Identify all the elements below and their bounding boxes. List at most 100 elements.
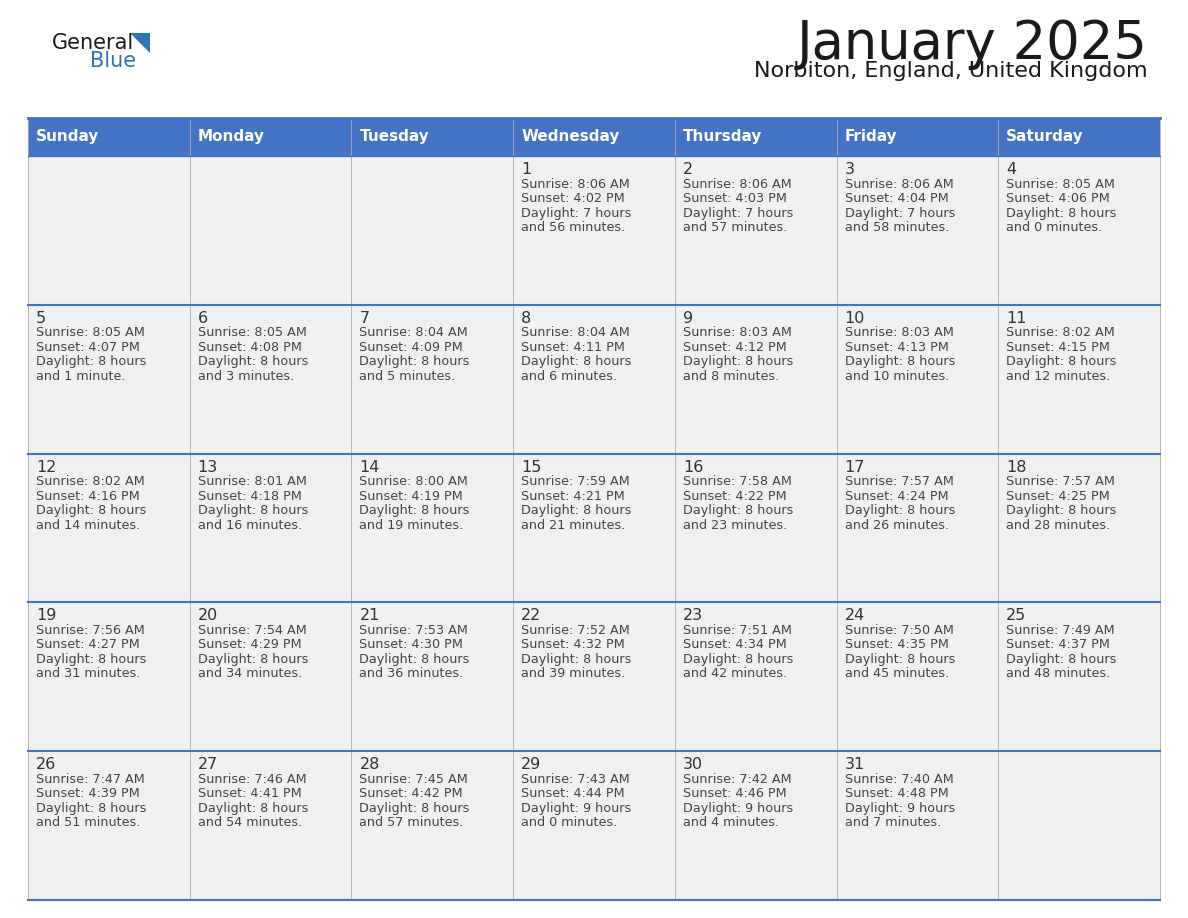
Text: 29: 29 <box>522 757 542 772</box>
Text: Sunset: 4:08 PM: Sunset: 4:08 PM <box>197 341 302 353</box>
Text: Sunrise: 8:06 AM: Sunrise: 8:06 AM <box>522 177 630 191</box>
Text: Daylight: 8 hours: Daylight: 8 hours <box>522 653 632 666</box>
Text: Daylight: 8 hours: Daylight: 8 hours <box>360 801 469 814</box>
Text: Sunset: 4:12 PM: Sunset: 4:12 PM <box>683 341 786 353</box>
Text: January 2025: January 2025 <box>797 18 1148 70</box>
Text: and 23 minutes.: and 23 minutes. <box>683 519 788 532</box>
Bar <box>29 118 1159 156</box>
Text: and 39 minutes.: and 39 minutes. <box>522 667 625 680</box>
Text: Daylight: 8 hours: Daylight: 8 hours <box>197 355 308 368</box>
Text: Sunset: 4:24 PM: Sunset: 4:24 PM <box>845 489 948 502</box>
Text: Sunrise: 7:49 AM: Sunrise: 7:49 AM <box>1006 624 1114 637</box>
Bar <box>836 751 998 900</box>
Text: Blue: Blue <box>90 51 137 71</box>
Polygon shape <box>129 33 150 53</box>
Text: and 1 minute.: and 1 minute. <box>36 370 126 383</box>
Text: Daylight: 8 hours: Daylight: 8 hours <box>1006 207 1117 219</box>
Bar <box>513 156 675 305</box>
Text: Daylight: 8 hours: Daylight: 8 hours <box>522 504 632 517</box>
Text: Sunrise: 7:47 AM: Sunrise: 7:47 AM <box>36 773 145 786</box>
Text: 9: 9 <box>683 311 693 326</box>
Text: Daylight: 8 hours: Daylight: 8 hours <box>36 355 146 368</box>
Text: Sunset: 4:07 PM: Sunset: 4:07 PM <box>36 341 140 353</box>
Text: Sunrise: 8:01 AM: Sunrise: 8:01 AM <box>197 476 307 488</box>
Text: Sunrise: 8:03 AM: Sunrise: 8:03 AM <box>683 326 791 340</box>
Text: 18: 18 <box>1006 460 1026 475</box>
Text: Sunrise: 7:53 AM: Sunrise: 7:53 AM <box>360 624 468 637</box>
Bar <box>513 602 675 751</box>
Text: Sunrise: 7:57 AM: Sunrise: 7:57 AM <box>1006 476 1116 488</box>
Text: 7: 7 <box>360 311 369 326</box>
Text: 3: 3 <box>845 162 854 177</box>
Bar <box>998 305 1159 453</box>
Bar <box>190 156 352 305</box>
Text: Sunset: 4:27 PM: Sunset: 4:27 PM <box>36 638 140 652</box>
Text: 17: 17 <box>845 460 865 475</box>
Bar <box>29 156 190 305</box>
Text: 14: 14 <box>360 460 380 475</box>
Text: 2: 2 <box>683 162 693 177</box>
Text: Daylight: 7 hours: Daylight: 7 hours <box>522 207 632 219</box>
Text: and 54 minutes.: and 54 minutes. <box>197 816 302 829</box>
Text: Sunset: 4:13 PM: Sunset: 4:13 PM <box>845 341 948 353</box>
Text: Sunday: Sunday <box>36 129 100 144</box>
Text: 19: 19 <box>36 609 56 623</box>
Bar <box>998 751 1159 900</box>
Text: 1: 1 <box>522 162 531 177</box>
Text: and 28 minutes.: and 28 minutes. <box>1006 519 1111 532</box>
Text: Sunrise: 8:02 AM: Sunrise: 8:02 AM <box>36 476 145 488</box>
Text: Sunrise: 7:59 AM: Sunrise: 7:59 AM <box>522 476 630 488</box>
Bar <box>29 305 190 453</box>
Text: and 31 minutes.: and 31 minutes. <box>36 667 140 680</box>
Text: Daylight: 7 hours: Daylight: 7 hours <box>845 207 955 219</box>
Text: and 3 minutes.: and 3 minutes. <box>197 370 293 383</box>
Text: 16: 16 <box>683 460 703 475</box>
Bar <box>513 305 675 453</box>
Text: Sunrise: 8:05 AM: Sunrise: 8:05 AM <box>197 326 307 340</box>
Bar <box>675 751 836 900</box>
Text: Daylight: 7 hours: Daylight: 7 hours <box>683 207 794 219</box>
Text: and 16 minutes.: and 16 minutes. <box>197 519 302 532</box>
Text: and 34 minutes.: and 34 minutes. <box>197 667 302 680</box>
Text: Daylight: 9 hours: Daylight: 9 hours <box>683 801 794 814</box>
Text: and 57 minutes.: and 57 minutes. <box>683 221 788 234</box>
Bar <box>352 602 513 751</box>
Bar <box>352 453 513 602</box>
Text: and 26 minutes.: and 26 minutes. <box>845 519 949 532</box>
Text: Daylight: 8 hours: Daylight: 8 hours <box>36 653 146 666</box>
Text: Sunset: 4:29 PM: Sunset: 4:29 PM <box>197 638 302 652</box>
Text: Sunrise: 7:58 AM: Sunrise: 7:58 AM <box>683 476 791 488</box>
Text: Sunrise: 8:06 AM: Sunrise: 8:06 AM <box>845 177 953 191</box>
Text: Sunrise: 7:40 AM: Sunrise: 7:40 AM <box>845 773 953 786</box>
Text: Sunset: 4:41 PM: Sunset: 4:41 PM <box>197 788 302 800</box>
Text: and 42 minutes.: and 42 minutes. <box>683 667 786 680</box>
Text: Sunrise: 7:54 AM: Sunrise: 7:54 AM <box>197 624 307 637</box>
Text: 5: 5 <box>36 311 46 326</box>
Text: Sunrise: 7:56 AM: Sunrise: 7:56 AM <box>36 624 145 637</box>
Text: Sunset: 4:39 PM: Sunset: 4:39 PM <box>36 788 140 800</box>
Text: Sunset: 4:35 PM: Sunset: 4:35 PM <box>845 638 948 652</box>
Text: Norbiton, England, United Kingdom: Norbiton, England, United Kingdom <box>754 61 1148 81</box>
Text: Friday: Friday <box>845 129 897 144</box>
Bar <box>352 156 513 305</box>
Text: Monday: Monday <box>197 129 265 144</box>
Text: Sunrise: 7:43 AM: Sunrise: 7:43 AM <box>522 773 630 786</box>
Text: and 48 minutes.: and 48 minutes. <box>1006 667 1111 680</box>
Text: and 58 minutes.: and 58 minutes. <box>845 221 949 234</box>
Text: Sunset: 4:34 PM: Sunset: 4:34 PM <box>683 638 786 652</box>
Text: Sunset: 4:04 PM: Sunset: 4:04 PM <box>845 192 948 205</box>
Text: 22: 22 <box>522 609 542 623</box>
Bar <box>29 602 190 751</box>
Text: Wednesday: Wednesday <box>522 129 619 144</box>
Text: Daylight: 8 hours: Daylight: 8 hours <box>1006 504 1117 517</box>
Text: Sunrise: 8:05 AM: Sunrise: 8:05 AM <box>36 326 145 340</box>
Text: 6: 6 <box>197 311 208 326</box>
Text: and 5 minutes.: and 5 minutes. <box>360 370 456 383</box>
Text: Sunrise: 8:05 AM: Sunrise: 8:05 AM <box>1006 177 1116 191</box>
Text: and 0 minutes.: and 0 minutes. <box>1006 221 1102 234</box>
Text: Sunrise: 7:45 AM: Sunrise: 7:45 AM <box>360 773 468 786</box>
Text: and 19 minutes.: and 19 minutes. <box>360 519 463 532</box>
Text: Daylight: 9 hours: Daylight: 9 hours <box>522 801 631 814</box>
Text: and 6 minutes.: and 6 minutes. <box>522 370 618 383</box>
Text: Sunrise: 7:50 AM: Sunrise: 7:50 AM <box>845 624 954 637</box>
